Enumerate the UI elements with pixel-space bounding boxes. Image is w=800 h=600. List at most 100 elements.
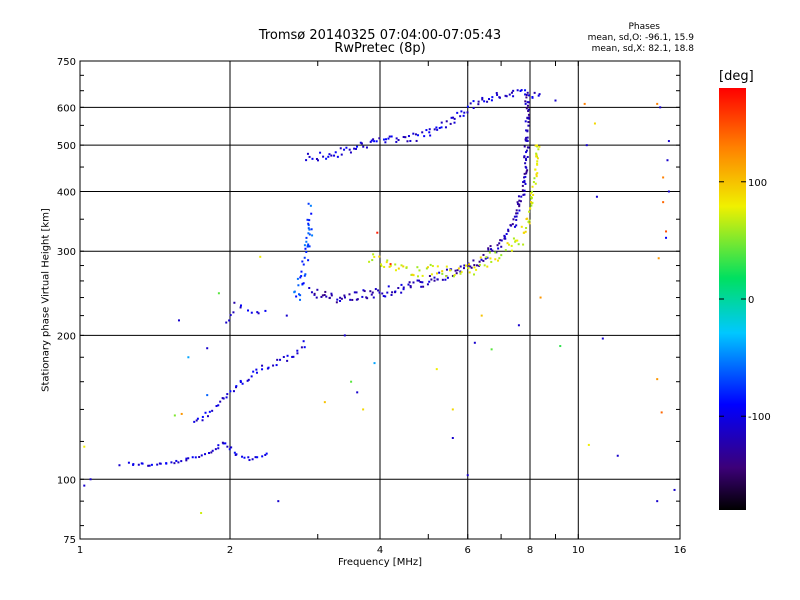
data-point	[375, 140, 378, 143]
data-point	[305, 251, 308, 254]
data-point	[536, 160, 539, 163]
data-point	[657, 257, 660, 260]
data-point	[536, 145, 539, 148]
data-point	[261, 368, 264, 371]
data-point	[533, 177, 536, 180]
data-point	[527, 113, 530, 116]
data-point	[616, 454, 619, 457]
data-point	[292, 355, 295, 358]
data-point	[486, 265, 489, 268]
stats-x-mode: mean, sd,X: 82.1, 18.8	[591, 44, 694, 54]
data-point	[496, 244, 499, 247]
data-point	[340, 153, 343, 156]
chart-subtitle: RwPretec (8p)	[334, 41, 426, 56]
data-point	[311, 157, 314, 160]
data-point	[436, 128, 439, 131]
data-point	[395, 140, 398, 143]
data-point	[402, 286, 405, 289]
data-point	[491, 96, 494, 99]
data-point	[402, 288, 405, 291]
data-point	[198, 455, 201, 458]
data-point	[370, 139, 373, 142]
data-point	[512, 218, 515, 221]
data-point	[310, 291, 313, 294]
data-point	[355, 147, 358, 150]
data-point	[388, 265, 391, 268]
data-point	[436, 278, 439, 281]
data-point	[418, 269, 421, 272]
data-point	[421, 281, 424, 284]
data-point	[523, 193, 526, 196]
data-point	[504, 94, 507, 97]
data-point	[425, 129, 428, 132]
data-point	[362, 289, 365, 292]
data-point	[308, 287, 311, 290]
data-point	[525, 226, 528, 229]
data-point	[515, 209, 518, 212]
data-point	[388, 135, 391, 138]
data-point	[472, 107, 475, 110]
data-point	[483, 264, 486, 267]
data-point	[380, 264, 383, 267]
data-point	[523, 172, 526, 175]
data-point	[339, 147, 342, 150]
data-point	[456, 111, 459, 114]
data-point	[362, 145, 365, 148]
data-point	[359, 141, 362, 144]
data-point	[402, 265, 405, 268]
data-point	[530, 196, 533, 199]
data-point	[452, 275, 455, 278]
data-point	[343, 148, 346, 151]
data-point	[382, 138, 385, 141]
data-point	[526, 104, 529, 107]
data-point	[419, 281, 422, 284]
data-point	[293, 291, 296, 294]
data-point	[518, 205, 521, 208]
data-point	[224, 442, 227, 445]
data-point	[538, 93, 541, 96]
data-point	[361, 295, 364, 298]
data-point	[383, 265, 386, 268]
data-point	[400, 283, 403, 286]
data-point	[487, 247, 490, 250]
data-point	[445, 268, 448, 271]
data-point	[511, 223, 514, 226]
data-point	[302, 282, 305, 285]
data-point	[445, 120, 448, 123]
data-point	[480, 314, 483, 317]
grid-layer	[80, 61, 680, 539]
data-point	[330, 154, 333, 157]
data-point	[339, 296, 342, 299]
data-point	[524, 93, 527, 96]
data-point	[185, 457, 188, 460]
data-point	[303, 256, 306, 259]
data-point	[466, 111, 469, 114]
y-tick-label: 600	[57, 103, 76, 114]
data-point	[428, 280, 431, 283]
data-point	[518, 209, 521, 212]
data-point	[252, 370, 255, 373]
data-point	[523, 189, 526, 192]
data-point	[311, 234, 314, 237]
data-point	[325, 295, 328, 298]
data-point	[307, 222, 310, 225]
data-point	[264, 453, 267, 456]
data-point	[225, 396, 228, 399]
data-point	[518, 203, 521, 206]
data-point	[247, 309, 250, 312]
data-point	[515, 224, 518, 227]
data-point	[472, 100, 475, 103]
data-point	[228, 448, 231, 451]
data-point	[348, 293, 351, 296]
y-tick-label: 750	[57, 57, 76, 68]
data-point	[305, 240, 308, 243]
data-point	[522, 181, 525, 184]
data-point	[217, 292, 220, 295]
data-point	[409, 139, 412, 142]
data-point	[185, 459, 188, 462]
data-point	[516, 239, 519, 242]
data-point	[356, 145, 359, 148]
data-point	[308, 155, 311, 158]
data-point	[217, 404, 220, 407]
data-point	[330, 294, 333, 297]
